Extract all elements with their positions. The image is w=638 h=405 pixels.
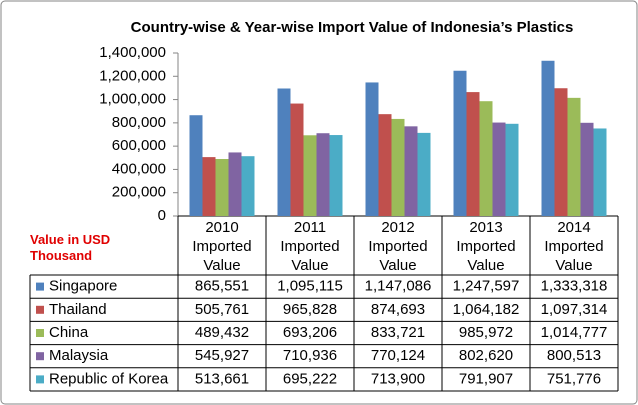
table-value: 985,972 xyxy=(459,324,513,341)
table-value: 770,124 xyxy=(371,347,425,364)
bar xyxy=(391,118,405,216)
legend-label: Singapore xyxy=(49,278,117,295)
chart-title: Country-wise & Year-wise Import Value of… xyxy=(131,19,574,36)
bar xyxy=(541,60,555,217)
legend-key xyxy=(36,282,44,291)
bar xyxy=(215,159,229,216)
table-value: 1,014,777 xyxy=(541,324,608,341)
table-value: 802,620 xyxy=(459,347,513,364)
table-value: 1,097,314 xyxy=(541,301,608,318)
table-value: 710,936 xyxy=(283,347,337,364)
legend-label: Republic of Korea xyxy=(49,370,169,387)
table-value: 693,206 xyxy=(283,324,337,341)
bar xyxy=(453,70,467,216)
bar xyxy=(404,126,418,216)
table-value: 874,693 xyxy=(371,301,425,318)
y-tick-label: 0 xyxy=(158,207,166,224)
bar xyxy=(241,156,255,216)
legend-label: China xyxy=(49,324,89,341)
table-value: 1,095,115 xyxy=(277,278,343,295)
legend-key xyxy=(36,329,44,337)
y-tick-label: 600,000 xyxy=(112,137,166,154)
y-tick-label: 400,000 xyxy=(112,160,166,177)
table-value: 751,776 xyxy=(547,370,601,387)
bar xyxy=(417,132,431,216)
annotation: Value in USD Thousand xyxy=(30,232,111,263)
legend-key xyxy=(36,375,44,384)
table-value: 800,513 xyxy=(547,347,601,364)
bar xyxy=(554,88,568,216)
bar xyxy=(466,92,480,216)
y-tick-label: 1,200,000 xyxy=(99,67,166,84)
table-value: 713,900 xyxy=(371,370,425,387)
x-tick-label: 2010 Imported Value xyxy=(192,219,252,274)
bar xyxy=(505,123,519,216)
table-value: 505,761 xyxy=(195,301,249,318)
bar xyxy=(329,135,343,216)
bar xyxy=(365,82,379,217)
x-tick-label: 2013 Imported Value xyxy=(456,219,516,274)
table-value: 695,222 xyxy=(283,370,337,387)
bar xyxy=(479,101,493,216)
bar xyxy=(316,133,330,216)
bar xyxy=(290,103,304,216)
bar xyxy=(580,122,594,216)
y-tick-label: 1,000,000 xyxy=(99,91,166,108)
legend-label: Thailand xyxy=(49,301,107,318)
table-value: 791,907 xyxy=(459,370,513,387)
y-tick-label: 800,000 xyxy=(112,114,166,131)
y-tick-label: 1,400,000 xyxy=(99,44,166,61)
bar xyxy=(593,128,607,216)
table-value: 833,721 xyxy=(371,324,425,341)
table-value: 513,661 xyxy=(195,370,249,387)
bar xyxy=(228,152,242,216)
table-value: 965,828 xyxy=(283,301,337,318)
legend-key xyxy=(36,352,44,361)
table-value: 1,147,086 xyxy=(365,278,432,295)
x-tick-label: 2012 Imported Value xyxy=(368,219,428,274)
bar xyxy=(567,97,581,216)
y-tick-label: 200,000 xyxy=(112,184,166,201)
bar xyxy=(378,114,392,216)
legend-label: Malaysia xyxy=(49,347,109,364)
legend-key xyxy=(36,305,44,314)
table-value: 1,064,182 xyxy=(453,301,520,318)
bar xyxy=(303,135,317,216)
x-tick-label: 2014 Imported Value xyxy=(544,219,604,274)
bar xyxy=(202,157,216,216)
table-value: 865,551 xyxy=(195,278,249,295)
bar xyxy=(189,115,203,216)
table-value: 489,432 xyxy=(195,324,249,341)
bar xyxy=(277,88,291,216)
table-value: 1,247,597 xyxy=(453,278,520,295)
bar xyxy=(492,122,506,216)
table-value: 545,927 xyxy=(195,347,249,364)
table-value: 1,333,318 xyxy=(541,278,608,295)
x-tick-label: 2011 Imported Value xyxy=(280,219,340,274)
